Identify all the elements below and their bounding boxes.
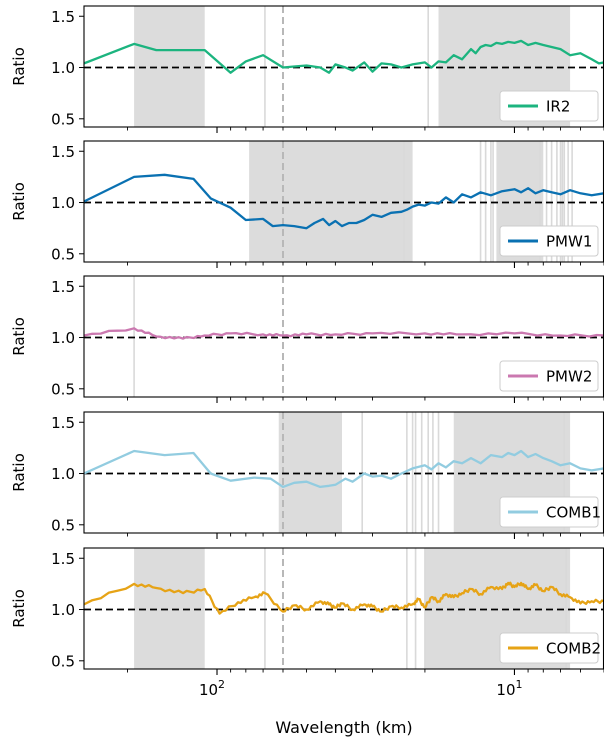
legend-label: IR2 bbox=[546, 98, 570, 116]
y-axis-label: Ratio bbox=[10, 182, 28, 221]
y-tick-label: 0.5 bbox=[51, 652, 75, 670]
panel-comb1: 0.5 1.0 1.5 Ratio COMB1 bbox=[10, 411, 604, 539]
y-tick-label: 0.5 bbox=[51, 110, 75, 128]
y-tick-label: 0.5 bbox=[51, 245, 75, 263]
y-tick-label: 1.5 bbox=[51, 143, 75, 161]
legend-label: PMW2 bbox=[546, 368, 592, 386]
shaded-region bbox=[134, 548, 205, 669]
panel-ir2: 0.5 1.0 1.5 Ratio IR2 bbox=[10, 5, 604, 133]
legend-comb1: COMB1 bbox=[499, 496, 601, 528]
y-tick-label: 1.5 bbox=[51, 550, 75, 568]
legend-label: PMW1 bbox=[546, 233, 592, 251]
x-tick-label: 102 bbox=[199, 678, 225, 699]
legend-label: COMB2 bbox=[546, 640, 601, 658]
series-line-pmw2 bbox=[84, 327, 604, 340]
series-line-comb2 bbox=[84, 581, 604, 615]
y-tick-label: 1.0 bbox=[51, 601, 75, 619]
y-axis-label: Ratio bbox=[10, 317, 28, 356]
legend-label: COMB1 bbox=[546, 504, 601, 522]
shaded-region bbox=[278, 412, 343, 533]
legend-box bbox=[499, 496, 599, 528]
shaded-region bbox=[249, 141, 413, 262]
shaded-region bbox=[134, 6, 205, 127]
y-tick-label: 1.0 bbox=[51, 59, 75, 77]
legend-pmw2: PMW2 bbox=[499, 360, 599, 392]
legend-box bbox=[499, 632, 599, 664]
series-line-comb1 bbox=[84, 449, 604, 489]
y-tick-label: 1.0 bbox=[51, 194, 75, 212]
legend-pmw1: PMW1 bbox=[499, 225, 599, 257]
panel-pmw1: 0.5 1.0 1.5 Ratio PMW1 bbox=[10, 140, 604, 268]
legend-box bbox=[499, 90, 599, 122]
legend-ir2: IR2 bbox=[499, 90, 599, 122]
series-line-pmw1 bbox=[84, 173, 604, 230]
y-tick-label: 1.5 bbox=[51, 8, 75, 26]
series-line-ir2 bbox=[84, 39, 604, 74]
y-axis-label: Ratio bbox=[10, 47, 28, 86]
x-tick-label: 101 bbox=[496, 678, 522, 699]
y-tick-label: 1.5 bbox=[51, 414, 75, 432]
y-tick-label: 1.0 bbox=[51, 465, 75, 483]
y-tick-label: 0.5 bbox=[51, 380, 75, 398]
y-axis-label: Ratio bbox=[10, 453, 28, 492]
y-tick-label: 1.5 bbox=[51, 278, 75, 296]
legend-box bbox=[499, 360, 599, 392]
legend-box bbox=[499, 225, 599, 257]
x-axis-label: Wavelength (km) bbox=[275, 718, 412, 737]
panel-comb2: 0.5 1.0 1.5 Ratio COMB2 bbox=[10, 547, 604, 675]
panel-pmw2: 0.5 1.0 1.5 Ratio PMW2 bbox=[10, 275, 604, 403]
legend-comb2: COMB2 bbox=[499, 632, 601, 664]
y-tick-label: 1.0 bbox=[51, 329, 75, 347]
y-axis-label: Ratio bbox=[10, 589, 28, 628]
y-tick-label: 0.5 bbox=[51, 516, 75, 534]
